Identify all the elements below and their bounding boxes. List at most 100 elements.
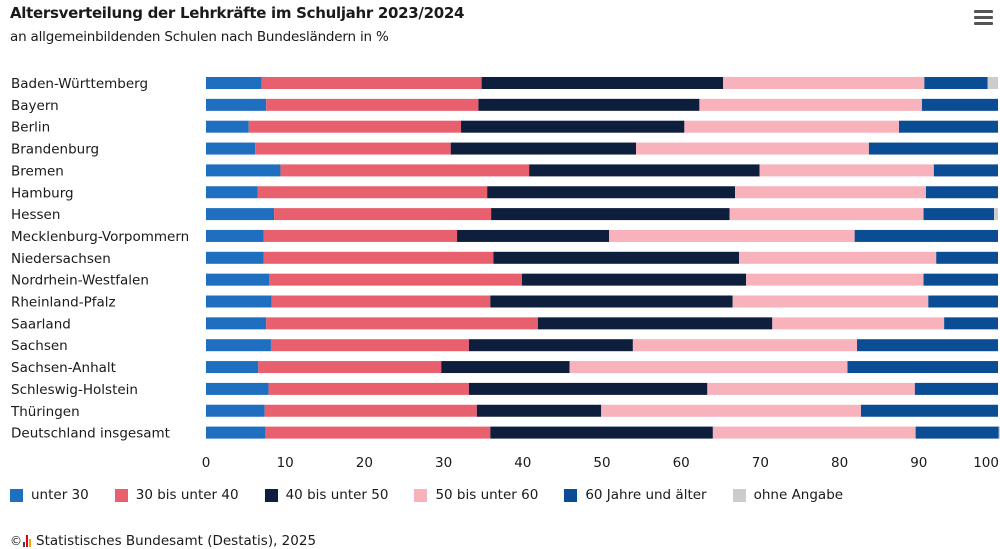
bar-segment bbox=[998, 426, 1000, 439]
bar-segment bbox=[944, 317, 998, 330]
legend-label: 60 Jahre und älter bbox=[585, 487, 707, 503]
bar-segment bbox=[915, 426, 999, 439]
legend-label: ohne Angabe bbox=[753, 487, 844, 503]
legend-item-ohne-angabe[interactable]: ohne Angabe bbox=[732, 487, 844, 503]
legend-label: 40 bis unter 50 bbox=[285, 487, 389, 503]
x-tick-label: 40 bbox=[514, 455, 531, 471]
bar-segment bbox=[537, 317, 773, 330]
category-label: Hamburg bbox=[11, 185, 74, 201]
bar-segment bbox=[206, 98, 267, 111]
bar-segment bbox=[270, 339, 469, 352]
category-label: Saarland bbox=[11, 316, 71, 332]
bar-segment bbox=[206, 77, 262, 89]
legend-swatch bbox=[732, 488, 746, 502]
category-label: Baden-Württemberg bbox=[11, 76, 148, 92]
bar-segment bbox=[206, 186, 258, 199]
x-tick-label: 80 bbox=[831, 455, 848, 471]
category-label: Berlin bbox=[11, 120, 50, 136]
bar-segment bbox=[206, 142, 256, 155]
legend-label: 50 bis unter 60 bbox=[435, 487, 539, 503]
bar-segment bbox=[522, 273, 747, 286]
bar-segment bbox=[928, 295, 998, 308]
legend-item-40-bis-unter-50[interactable]: 40 bis unter 50 bbox=[264, 487, 389, 503]
bar-segment bbox=[206, 295, 272, 308]
bar-segment bbox=[258, 361, 442, 374]
legend-item-50-bis-unter-60[interactable]: 50 bis unter 60 bbox=[414, 487, 538, 503]
bar-segment bbox=[987, 77, 998, 89]
bar-segment bbox=[263, 229, 458, 242]
bar-segment bbox=[746, 273, 924, 286]
bar-segment bbox=[206, 361, 259, 374]
bar-segment bbox=[468, 339, 633, 352]
category-label: Niedersachsen bbox=[11, 251, 111, 267]
bar-segment bbox=[729, 208, 924, 221]
bar-segment bbox=[847, 361, 998, 374]
bar-segment bbox=[206, 251, 264, 264]
bar-segment bbox=[925, 186, 998, 199]
bar-segment bbox=[924, 77, 988, 89]
bar-segment bbox=[487, 186, 736, 199]
legend-item-60-jahre-und-aelter[interactable]: 60 Jahre und älter bbox=[564, 487, 707, 503]
bar-segment bbox=[269, 273, 523, 286]
bar-segment bbox=[921, 98, 998, 111]
chart-subtitle: an allgemeinbildenden Schulen nach Bunde… bbox=[10, 29, 389, 45]
bar-segment bbox=[274, 208, 492, 221]
bar-segment bbox=[271, 295, 491, 308]
category-label: Sachsen bbox=[11, 338, 68, 354]
bar-segment bbox=[923, 208, 995, 221]
bar-segment bbox=[684, 120, 899, 133]
bar-segment bbox=[732, 295, 929, 308]
bar-segment bbox=[261, 77, 482, 89]
bar-segment bbox=[457, 229, 610, 242]
x-tick-label: 10 bbox=[277, 455, 294, 471]
legend-label: unter 30 bbox=[31, 487, 89, 503]
bar-segment bbox=[206, 426, 266, 439]
bar-segment bbox=[712, 426, 916, 439]
x-tick-label: 30 bbox=[435, 455, 452, 471]
bar-segment bbox=[490, 295, 733, 308]
bar-segment bbox=[441, 361, 570, 374]
legend-swatch bbox=[264, 488, 278, 502]
x-tick-label: 20 bbox=[356, 455, 373, 471]
bar-segment bbox=[735, 186, 926, 199]
bar-segment bbox=[609, 229, 855, 242]
legend-swatch bbox=[114, 488, 128, 502]
legend-item-unter-30[interactable]: unter 30 bbox=[10, 487, 89, 503]
bar-segment bbox=[481, 77, 724, 89]
legend-swatch bbox=[10, 488, 23, 502]
bar-segment bbox=[699, 98, 922, 111]
bar-segment bbox=[478, 98, 700, 111]
bar-segment bbox=[206, 229, 264, 242]
category-label: Thüringen bbox=[10, 404, 80, 420]
bar-segment bbox=[868, 142, 998, 155]
bar-segment bbox=[723, 77, 925, 89]
x-tick-label: 50 bbox=[593, 455, 610, 471]
hamburger-menu-icon[interactable] bbox=[974, 10, 994, 28]
bar-segment bbox=[268, 382, 469, 395]
bar-segment bbox=[772, 317, 945, 330]
bar-segment bbox=[450, 142, 637, 155]
bar-segment bbox=[280, 164, 530, 177]
legend-swatch bbox=[564, 488, 578, 502]
bar-segment bbox=[468, 382, 708, 395]
category-label: Mecklenburg-Vorpommern bbox=[11, 229, 189, 245]
category-label: Deutschland insgesamt bbox=[11, 426, 170, 442]
bar-segment bbox=[493, 251, 740, 264]
bar-segment bbox=[529, 164, 760, 177]
bar-segment bbox=[632, 339, 858, 352]
source-text: Statistisches Bundesamt (Destatis), 2025 bbox=[36, 533, 317, 549]
bar-segment bbox=[601, 404, 861, 417]
x-tick-label: 0 bbox=[202, 455, 211, 471]
bar-segment bbox=[248, 120, 462, 133]
bar-segment bbox=[857, 339, 998, 352]
bar-segment bbox=[899, 120, 998, 133]
bar-segment bbox=[206, 317, 267, 330]
legend-item-30-bis-unter-40[interactable]: 30 bis unter 40 bbox=[114, 487, 239, 503]
bar-segment bbox=[264, 404, 477, 417]
x-tick-label: 70 bbox=[752, 455, 769, 471]
bar-segment bbox=[636, 142, 869, 155]
bar-segment bbox=[860, 404, 998, 417]
bar-segment bbox=[206, 382, 269, 395]
bar-segment bbox=[206, 164, 281, 177]
category-label: Hessen bbox=[11, 207, 60, 223]
